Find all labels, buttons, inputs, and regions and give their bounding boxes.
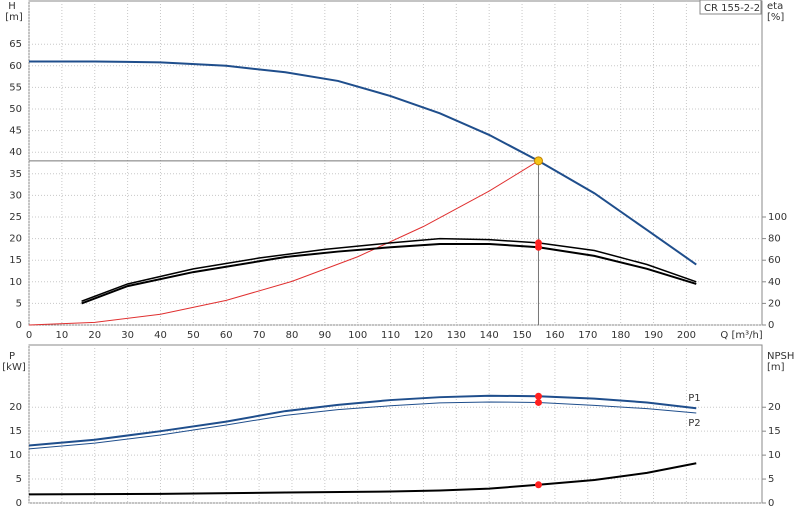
x-tick-label: 120 (414, 330, 433, 341)
x-tick-label: 30 (121, 330, 134, 341)
x-tick-label: 0 (26, 330, 32, 341)
y2-tick-label: 0 (768, 498, 774, 509)
y2-axis-unit: [%] (767, 12, 784, 23)
series-line (81, 237, 697, 302)
x-tick-label: 160 (545, 330, 564, 341)
y-tick-label: 25 (9, 212, 22, 223)
series-line (28, 401, 697, 450)
y-tick-label: 65 (9, 39, 22, 50)
y2-axis-unit: [m] (767, 362, 785, 373)
y-tick-label: 15 (9, 426, 22, 437)
series-line (81, 243, 697, 305)
x-tick-label: 50 (187, 330, 200, 341)
x-tick-label: 90 (318, 330, 331, 341)
series-line (29, 60, 697, 266)
y-tick-label: 35 (9, 169, 22, 180)
series-label: P1 (688, 393, 700, 404)
y2-axis-label: NPSH (767, 351, 794, 362)
y-tick-label: 40 (9, 147, 22, 158)
x-tick-label: 200 (677, 330, 696, 341)
x-tick-label: 20 (88, 330, 101, 341)
y-tick-label: 20 (9, 234, 22, 245)
x-tick-label: 110 (381, 330, 400, 341)
plot-frame (28, 0, 763, 326)
y2-tick-label: 20 (768, 298, 781, 309)
y-tick-label: 5 (16, 474, 22, 485)
y-tick-label: 20 (9, 402, 22, 413)
y-tick-label: 15 (9, 255, 22, 266)
y2-tick-label: 10 (768, 450, 781, 461)
x-tick-label: 40 (154, 330, 167, 341)
y-tick-label: 5 (16, 298, 22, 309)
y-tick-label: 10 (9, 450, 22, 461)
x-tick-label: 10 (56, 330, 69, 341)
y-tick-label: 50 (9, 104, 22, 115)
y-tick-label: 10 (9, 277, 22, 288)
y2-tick-label: 0 (768, 320, 774, 331)
duty-point (534, 398, 542, 406)
series-line (28, 462, 697, 496)
y2-tick-label: 15 (768, 426, 781, 437)
y2-tick-label: 20 (768, 402, 781, 413)
x-tick-label: 100 (348, 330, 367, 341)
y-tick-label: 60 (9, 61, 22, 72)
y2-tick-label: 80 (768, 234, 781, 245)
x-axis-label: Q [m³/h] (720, 330, 762, 341)
y2-tick-label: 100 (768, 212, 787, 223)
y-tick-label: 45 (9, 126, 22, 137)
y-tick-label: 30 (9, 190, 22, 201)
x-tick-label: 80 (286, 330, 299, 341)
x-tick-label: 130 (447, 330, 466, 341)
series-label: P2 (688, 418, 700, 429)
x-tick-label: 140 (480, 330, 499, 341)
x-tick-label: 190 (644, 330, 663, 341)
y-axis-unit: [kW] (2, 362, 26, 373)
y2-tick-label: 40 (768, 277, 781, 288)
x-tick-label: 60 (220, 330, 233, 341)
legend-box-label: CR 155-2-2 (704, 3, 760, 14)
operating-point (533, 156, 543, 166)
x-tick-label: 180 (611, 330, 630, 341)
y2-tick-label: 5 (768, 474, 774, 485)
y-tick-label: 0 (16, 320, 22, 331)
series-line (28, 160, 539, 326)
legend-box (699, 0, 762, 15)
y-axis-label: P (9, 351, 15, 362)
y-axis-label: H (8, 1, 16, 12)
y2-tick-label: 60 (768, 255, 781, 266)
y-tick-label: 55 (9, 82, 22, 93)
duty-point (534, 392, 542, 400)
duty-point (534, 481, 542, 489)
duty-point (534, 243, 542, 251)
series-line (28, 394, 697, 447)
x-tick-label: 170 (578, 330, 597, 341)
y-axis-unit: [m] (5, 12, 23, 23)
y-tick-label: 0 (16, 498, 22, 509)
x-tick-label: 150 (513, 330, 532, 341)
x-tick-label: 70 (253, 330, 266, 341)
y2-axis-label: eta (767, 1, 783, 12)
